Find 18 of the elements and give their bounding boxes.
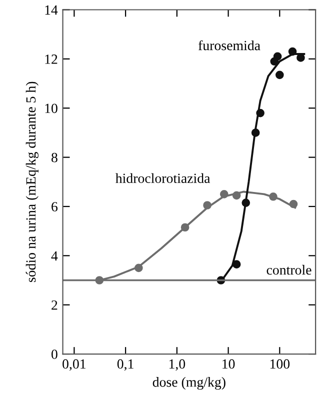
- x-tick-label: 0,01: [62, 359, 86, 371]
- x-tick-label: 0,1: [117, 359, 134, 371]
- x-tick-label: 10: [222, 359, 235, 369]
- x-axis-title: dose (mg/kg): [152, 377, 226, 390]
- y-tick-label: 8: [52, 152, 58, 162]
- y-tick-label: 14: [45, 5, 58, 15]
- y-tick-label: 0: [52, 350, 58, 359]
- y-tick-label: 4: [51, 251, 58, 260]
- x-tick-label: 100: [270, 359, 290, 369]
- series-label: furosemida: [198, 40, 260, 50]
- y-tick-label: 2: [52, 300, 58, 310]
- y-tick-label: 12: [45, 54, 58, 64]
- y-tick-label: 6: [52, 202, 58, 212]
- series-label: hidroclorotiazida: [116, 173, 210, 184]
- x-tick-label: 1,0: [169, 359, 186, 371]
- y-axis-title: sódio na urina (mEq/kg durante 5 h): [26, 82, 38, 282]
- ref-line-label: controle: [266, 264, 312, 275]
- y-tick-label: 10: [45, 104, 58, 114]
